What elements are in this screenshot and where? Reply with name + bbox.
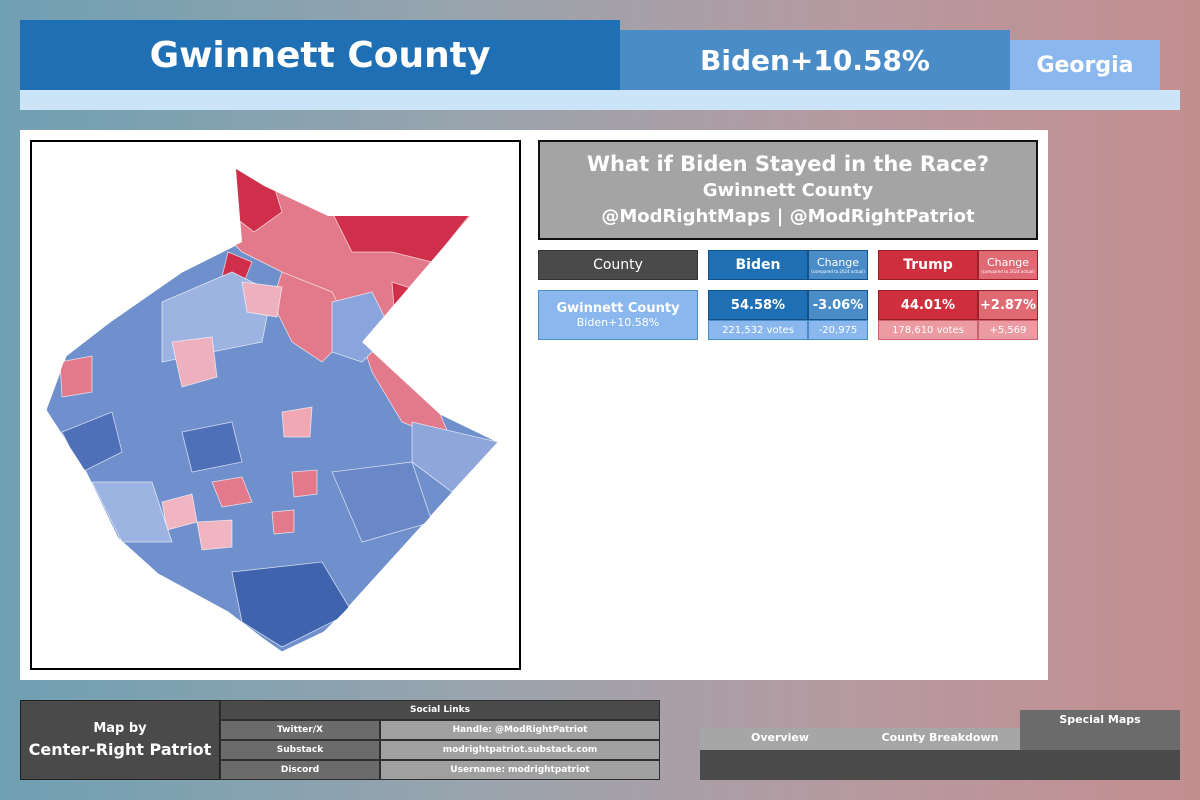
precinct-map: [30, 140, 521, 670]
tab-bar: [700, 750, 1180, 780]
tab-overview[interactable]: Overview: [700, 728, 860, 750]
table-header-county: County: [538, 250, 698, 280]
precinct-region: [59, 355, 93, 398]
tab-special-maps[interactable]: Special Maps: [1020, 710, 1180, 750]
biden-votes-change: -20,975: [808, 320, 868, 340]
map-title: What if Biden Stayed in the Race?: [586, 152, 990, 176]
state-label: Georgia: [1010, 40, 1160, 90]
precinct-region: [391, 281, 423, 318]
margin-banner: Biden+10.58%: [620, 30, 1010, 90]
precinct-region: [281, 406, 313, 438]
tab-county-breakdown[interactable]: County Breakdown: [860, 728, 1020, 750]
social-name-twitter: Twitter/X: [220, 720, 380, 740]
precinct-region: [411, 421, 498, 493]
map-handles: @ModRightMaps | @ModRightPatriot: [601, 206, 975, 227]
precinct-region: [91, 481, 173, 543]
biden-votes: 221,532 votes: [708, 320, 808, 340]
row-county-name: Gwinnett County: [556, 301, 680, 316]
row-county-margin: Biden+10.58%: [576, 316, 660, 329]
change-label: Change: [986, 256, 1030, 269]
county-title: Gwinnett County: [20, 20, 620, 90]
credit-label: Map by: [93, 721, 147, 736]
precinct-region: [291, 469, 318, 498]
trump-votes-change: +5,569: [978, 320, 1038, 340]
precinct-region: [231, 561, 353, 648]
table-header-trump: Trump: [878, 250, 978, 280]
social-links-header: Social Links: [220, 700, 660, 720]
map-title-box: What if Biden Stayed in the Race? Gwinne…: [538, 140, 1038, 240]
map-credit: Map by Center-Right Patriot: [20, 700, 220, 780]
precinct-region: [196, 519, 233, 551]
credit-author: Center-Right Patriot: [28, 740, 212, 759]
social-name-discord: Discord: [220, 760, 380, 780]
change-label: Change: [816, 256, 860, 269]
table-header-trump-change: Change (compared to 2024 actual): [978, 250, 1038, 280]
map-subtitle: Gwinnett County: [702, 180, 874, 201]
trump-votes: 178,610 votes: [878, 320, 978, 340]
social-name-substack: Substack: [220, 740, 380, 760]
biden-percent: 54.58%: [708, 290, 808, 320]
precinct-region: [181, 421, 243, 473]
change-sublabel: (compared to 2024 actual): [811, 269, 865, 274]
social-value-twitter[interactable]: Handle: @ModRightPatriot: [380, 720, 660, 740]
county-map-svg: [45, 168, 499, 653]
precinct-region: [241, 281, 283, 318]
header-strip: [20, 90, 1180, 110]
table-row-county: Gwinnett County Biden+10.58%: [538, 290, 698, 340]
change-sublabel: (compared to 2024 actual): [981, 269, 1035, 274]
trump-percent: 44.01%: [878, 290, 978, 320]
table-header-biden-change: Change (compared to 2024 actual): [808, 250, 868, 280]
table-header-biden: Biden: [708, 250, 808, 280]
trump-percent-change: +2.87%: [978, 290, 1038, 320]
precinct-region: [171, 336, 218, 388]
social-value-discord[interactable]: Username: modrightpatriot: [380, 760, 660, 780]
precinct-region: [211, 476, 253, 508]
biden-percent-change: -3.06%: [808, 290, 868, 320]
precinct-region: [271, 509, 295, 535]
social-value-substack[interactable]: modrightpatriot.substack.com: [380, 740, 660, 760]
